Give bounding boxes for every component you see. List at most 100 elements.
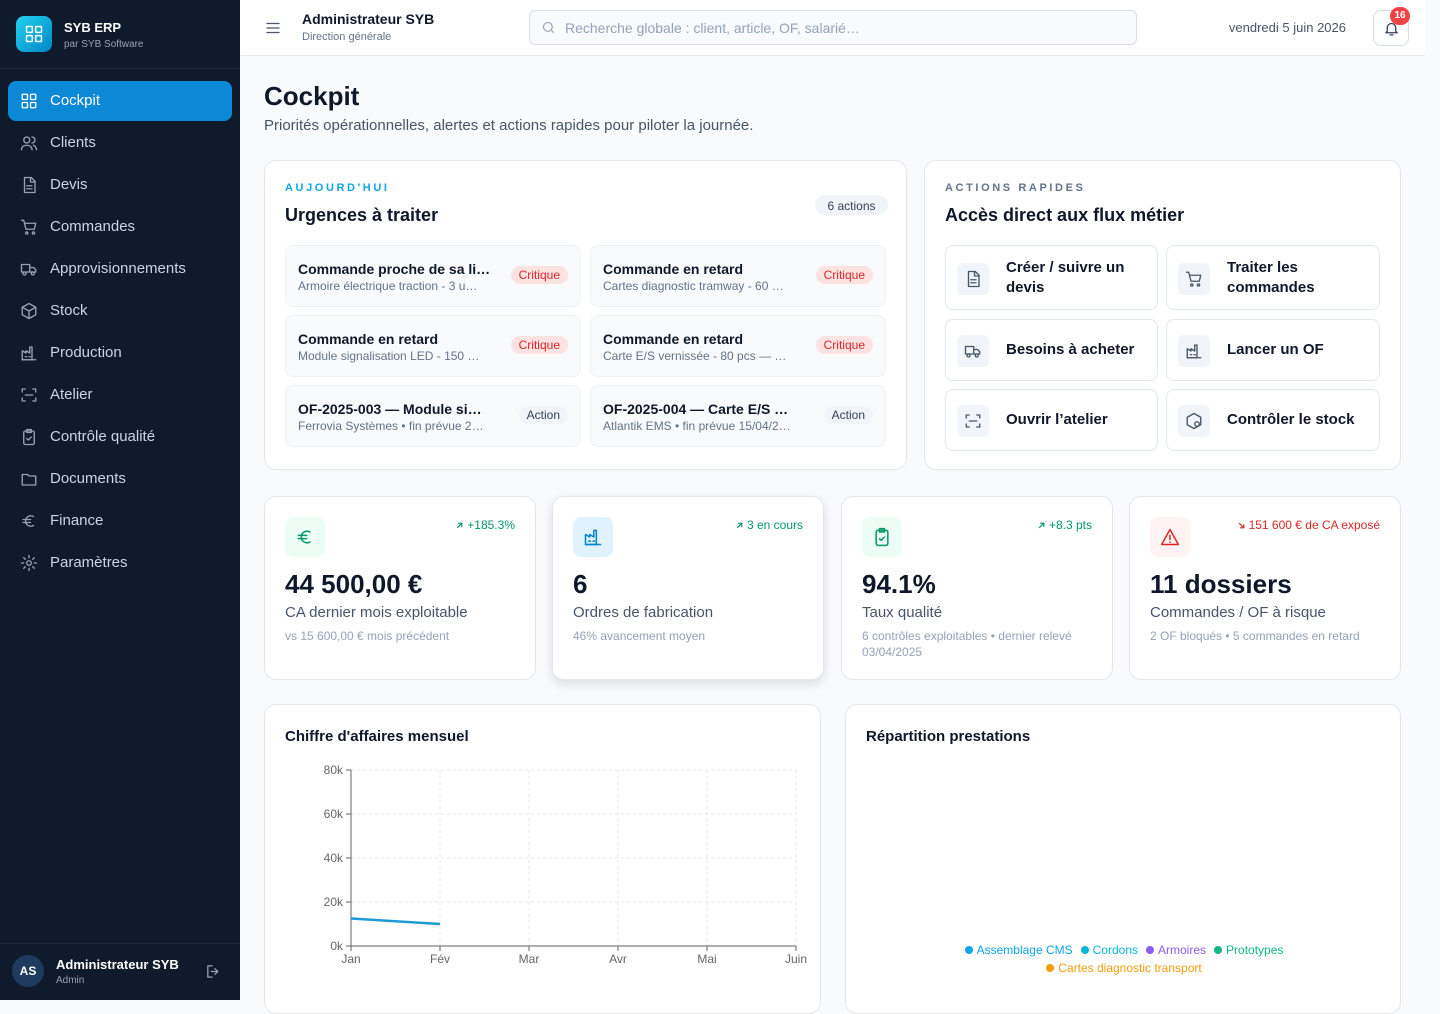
action-icon [964,345,981,358]
nav-item[interactable]: Commandes [8,207,232,247]
pie-legend: Assemblage CMS Cordons Armoires Prototypes C… [936,941,1312,977]
nav-label: Commandes [50,218,136,235]
chart-title: Chiffre d'affaires mensuel [285,728,469,745]
icon-part [20,263,37,273]
kpi-note: vs 15 600,00 € mois précédent [285,629,450,643]
brand-icon [25,25,43,43]
nav-item[interactable]: Atelier [8,375,232,415]
nav-item[interactable]: Approvisionnements [8,249,232,289]
legend-swatch [1146,946,1154,954]
icon-part [966,353,971,358]
urgence-detail: Armoire électrique traction - 3 u… [298,279,478,293]
urgence-detail: Cartes diagnostic tramway - 60 … [603,279,784,293]
kpi-trend: 3 en cours [734,518,803,532]
user-role: Admin [56,975,85,986]
quick-action[interactable]: Traiter les commandes [1166,245,1380,310]
icon-part [542,21,553,32]
legend-label: Armoires [1158,943,1207,957]
icon-part [23,136,31,144]
y-tick-label: 40k [324,851,344,865]
urgence-item[interactable]: Commande en retard Module signalisation L… [285,315,581,377]
nav-item[interactable]: Production [8,333,232,373]
nav-label: Cockpit [50,92,101,109]
legend-label: Cordons [1092,943,1138,957]
legend-item: Prototypes [1214,941,1283,959]
icon-part [31,136,38,151]
quick-action[interactable]: Contrôler le stock [1166,389,1380,451]
kpi-label: Commandes / OF à risque [1150,604,1326,621]
icon-part [1385,22,1398,34]
icon-part [29,93,37,101]
avatar-initials: AS [19,964,37,978]
urgence-item[interactable]: Commande en retard Cartes diagnostic tram… [590,245,886,307]
nav-label: Devis [50,176,88,193]
quick-action[interactable]: Créer / suivre un devis [945,245,1158,310]
brand-sub: par SYB Software [64,39,144,50]
urgence-item[interactable]: Commande proche de sa li… Armoire électri… [285,245,581,307]
kpi-icon [584,529,602,546]
trend-icon [1238,522,1244,528]
kpi-value: 44 500,00 € [285,569,423,599]
icon-part [297,534,308,540]
avatar: AS [12,955,44,987]
quick-action[interactable]: Besoins à acheter [945,319,1158,381]
card-title: Urgences à traiter [285,205,439,225]
quick-action[interactable]: Lancer un OF [1166,319,1380,381]
urgence-detail: Module signalisation LED - 150 … [298,349,480,363]
nav-label: Documents [50,470,126,487]
card-title: Accès direct aux flux métier [945,205,1185,225]
y-tick-label: 80k [324,763,344,777]
header-date: vendredi 5 juin 2026 [1228,20,1346,35]
urgence-badge: Critique [815,266,873,284]
icon-part [207,965,219,978]
legend-label: Assemblage CMS [976,943,1073,957]
urgence-item[interactable]: OF-2025-003 — Module si… Ferrovia Système… [285,385,581,447]
action-icon-box [957,405,989,437]
urgence-title: Commande en retard [603,261,744,277]
search-box[interactable]: Recherche globale : client, article, OF,… [529,10,1137,45]
nav-icon [21,388,37,402]
kpi-value: 6 [573,569,588,599]
nav-item[interactable]: Documents [8,459,232,499]
nav-item[interactable]: Stock [8,291,232,331]
line-chart: 0k 20k 40k 60k 80k Jan Fév Mar Avr Mai Juin [324,763,807,966]
legend-swatch [1080,946,1089,954]
urgence-title: Commande en retard [603,331,744,347]
icon-part [584,529,598,546]
icon-part [21,93,29,101]
kpi-icon-box [862,517,902,557]
kpi-note: 2 OF bloqués • 5 commandes en retard [1150,629,1360,643]
brand-name: SYB ERP [64,20,122,35]
nav-item[interactable]: Contrôle qualité [8,417,232,457]
urgence-item[interactable]: OF-2025-004 — Carte E/S … Atlantik EMS • … [590,385,886,447]
kpi-value: 94.1% [862,569,936,599]
icon-part [21,473,37,486]
trend-text: +185.3% [467,518,515,532]
user-name: Administrateur SYB [56,957,179,972]
sidebar: SYB ERP par SYB Software Cockpit Clients Dev… [0,0,240,1000]
trend-icon [457,522,463,528]
nav-icon [20,219,37,235]
nav-item[interactable]: Cockpit [8,81,232,121]
urgence-title: Commande en retard [298,331,439,347]
quick-action[interactable]: Ouvrir l’atelier [945,389,1158,451]
nav-item[interactable]: Devis [8,165,232,205]
bell-icon [1385,22,1398,36]
urgence-item[interactable]: Commande en retard Carte E/S vernissée - … [590,315,886,377]
nav-item[interactable]: Finance [8,501,232,541]
nav-item[interactable]: Paramètres [8,543,232,583]
nav-item[interactable]: Clients [8,123,232,163]
icon-part [1194,421,1200,427]
icon-part [20,219,37,230]
icon-part [21,101,29,109]
nav-icon [21,346,37,361]
nav-label: Clients [50,134,96,151]
kpi-note: 46% avancement moyen [573,629,706,643]
urgence-title: Commande proche de sa li… [298,261,491,277]
x-tick-label: Juin [785,952,807,966]
icon-part [964,345,981,355]
legend-swatch [1046,964,1055,972]
action-icon-box [1178,405,1210,437]
